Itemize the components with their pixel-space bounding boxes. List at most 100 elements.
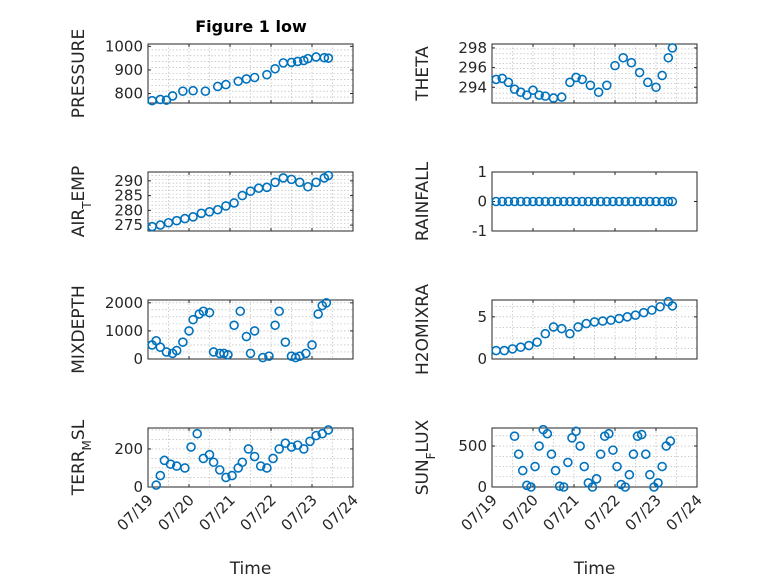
data-point (286, 174, 297, 185)
x-tick-label: 07/19 (114, 491, 157, 534)
data-point (286, 57, 297, 68)
data-point (558, 196, 569, 207)
y-tick-label: 1000 (105, 37, 143, 55)
data-point (595, 196, 606, 207)
y-tick-label: 298 (458, 39, 487, 57)
data-point (565, 77, 575, 88)
data-point (171, 345, 182, 356)
data-point (245, 348, 256, 359)
data-point (255, 461, 266, 471)
data-point (178, 86, 188, 96)
y-axis-label: SUNFLUX (413, 419, 438, 495)
data-point (188, 212, 198, 222)
subplot-mixdepth: 0 1000 2000 MIXDEPTH (69, 285, 354, 374)
data-point (628, 449, 639, 460)
data-point (188, 314, 198, 325)
data-point (667, 43, 678, 53)
data-point (192, 428, 202, 439)
data-point (552, 196, 563, 207)
data-point (280, 337, 291, 347)
data-point (509, 196, 520, 207)
y-tick-label: 5 (477, 308, 487, 326)
subplot-pressure: 800 900 1000 PRESSURE (69, 29, 354, 118)
subplot-rainfall: -1 0 1 RAINFALL (413, 161, 698, 241)
data-point (491, 74, 501, 85)
data-point (601, 196, 612, 207)
x-tick-label: 07/21 (196, 491, 239, 534)
data-point (610, 60, 620, 71)
x-tick-label: 07/20 (155, 491, 198, 534)
data-point (640, 449, 651, 460)
y-tick-label: -1 (472, 222, 487, 240)
data-point (515, 196, 526, 207)
data-point (563, 457, 573, 468)
x-tick-label: 07/22 (237, 491, 280, 534)
data-point (286, 442, 297, 452)
data-point (298, 444, 309, 454)
plot-area (491, 171, 698, 232)
data-point (577, 74, 588, 85)
data-point (655, 301, 665, 312)
data-point (626, 196, 637, 207)
y-axis-label: THETA (413, 46, 433, 102)
data-point (550, 465, 561, 476)
data-point (323, 53, 334, 63)
data-point (608, 445, 618, 455)
data-point (188, 85, 198, 96)
data-point (161, 347, 172, 357)
data-point (249, 326, 260, 336)
data-point (604, 428, 614, 439)
data-point (212, 204, 223, 215)
data-point (214, 465, 225, 475)
y-axis-label: RAINFALL (413, 161, 433, 241)
data-point (632, 196, 643, 207)
x-tick-label: 07/20 (499, 491, 542, 534)
data-point (237, 190, 248, 201)
data-point (178, 337, 188, 347)
y-tick-label: 285 (114, 187, 143, 205)
data-point (556, 92, 567, 102)
data-point (638, 307, 649, 318)
data-point (241, 331, 252, 342)
data-point (663, 52, 674, 63)
y-tick-label: 500 (458, 437, 487, 455)
data-point (249, 72, 260, 83)
data-point (546, 196, 557, 207)
y-tick-label: 900 (114, 61, 143, 79)
data-point (155, 342, 166, 353)
figure-title: Figure 1 low (195, 17, 307, 36)
data-point (651, 196, 661, 207)
data-point (565, 328, 575, 339)
data-point (292, 56, 303, 67)
data-point (626, 57, 637, 68)
data-point (257, 352, 268, 363)
data-point (546, 449, 557, 460)
data-point (595, 449, 606, 460)
y-axis-label: AIRTEMP (69, 166, 94, 237)
data-point (526, 482, 536, 492)
data-point (509, 431, 520, 441)
y-tick-label: 275 (114, 216, 143, 234)
data-point (503, 196, 514, 207)
data-point (636, 429, 647, 440)
data-point (513, 449, 524, 460)
data-point (630, 310, 641, 320)
x-tick-label: 07/19 (458, 491, 501, 534)
data-point (571, 196, 581, 207)
data-point (620, 482, 631, 492)
data-point (243, 444, 254, 454)
data-point (556, 323, 567, 334)
y-tick-label: 0 (477, 193, 487, 211)
data-point (593, 87, 604, 97)
data-point (657, 196, 667, 207)
data-point (305, 436, 315, 447)
data-point (268, 453, 278, 464)
data-point (624, 469, 635, 480)
data-point (532, 337, 542, 347)
data-point (307, 340, 317, 350)
data-point (219, 348, 229, 359)
subplot-h2omixra: 0 5 H2OMIXRA (413, 284, 698, 375)
